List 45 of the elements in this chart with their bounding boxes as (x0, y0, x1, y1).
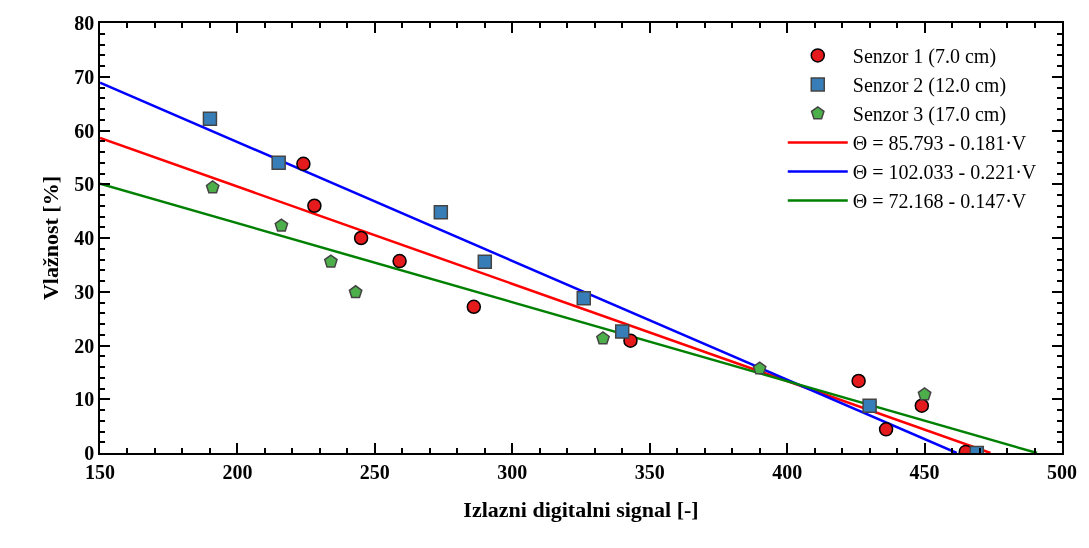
point (862, 398, 877, 413)
point (614, 324, 630, 339)
x-tick-label: 250 (359, 460, 390, 483)
point (323, 254, 338, 268)
point (878, 422, 894, 437)
y-tick-label: 50 (74, 173, 95, 196)
point (353, 230, 369, 246)
point (752, 361, 767, 375)
legend-label: Senzor 2 (12.0 cm) (852, 74, 1007, 98)
point (477, 254, 493, 269)
x-tick-label: 200 (222, 460, 253, 483)
y-tick-label: 70 (74, 65, 95, 88)
point (466, 299, 482, 315)
x-tick-label: 450 (909, 460, 940, 483)
point (274, 218, 289, 232)
y-tick-label: 10 (74, 388, 95, 411)
legend-label: Θ = 85.793 - 0.181·V (852, 132, 1027, 155)
y-tick-label: 20 (74, 334, 95, 357)
x-axis-title: Izlazni digitalni signal [-] (463, 497, 699, 523)
legend-label: Θ = 102.033 - 0.221·V (852, 161, 1037, 184)
point (205, 180, 220, 194)
y-tick-label: 60 (74, 119, 95, 142)
point (296, 156, 311, 172)
point (307, 198, 322, 213)
y-tick-label: 40 (74, 227, 95, 249)
point (596, 331, 610, 345)
point (392, 253, 407, 269)
point (914, 398, 930, 413)
point (202, 111, 218, 126)
point (271, 155, 286, 170)
point (917, 387, 932, 401)
y-tick-label: 30 (74, 280, 95, 303)
x-tick-label: 500 (1047, 460, 1077, 483)
point (851, 373, 866, 389)
x-tick-label: 300 (497, 460, 528, 483)
point (348, 285, 363, 299)
y-tick-label: 80 (74, 12, 95, 34)
x-tick-label: 400 (772, 460, 803, 483)
legend-label: Θ = 72.168 - 0.147·V (852, 190, 1027, 213)
x-tick-label: 350 (634, 460, 665, 483)
legend-label: Senzor 1 (7.0 cm) (852, 45, 997, 69)
point (433, 204, 449, 220)
legend-label: Senzor 3 (17.0 cm) (852, 103, 1007, 127)
point (576, 290, 591, 306)
y-axis-title: Vlažnost [%] (37, 175, 63, 301)
